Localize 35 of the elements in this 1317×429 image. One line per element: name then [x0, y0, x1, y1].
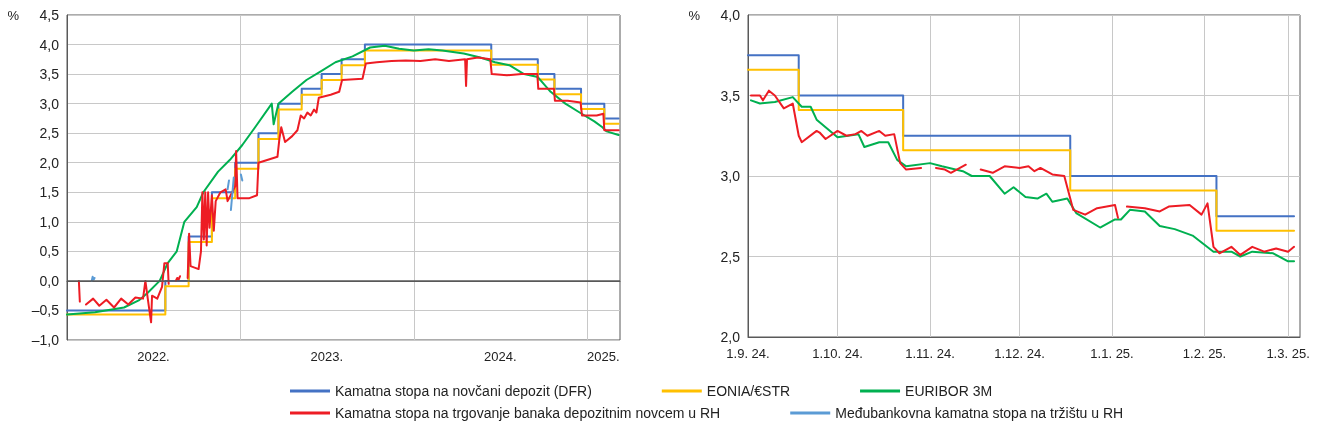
y-tick-label: 4,0 [720, 7, 741, 23]
x-tick-label: 2023. [310, 349, 344, 364]
legend-label: EONIA/€STR [706, 383, 791, 399]
x-tick-label: 1.12. 24. [994, 346, 1045, 361]
y-tick-label: 4,0 [39, 36, 60, 53]
x-tick-label: 1.1. 25. [1090, 346, 1134, 361]
y-tick-label: 4,5 [39, 7, 60, 23]
x-tick-label: 1.9. 24. [726, 346, 770, 361]
y-axis-title: % [7, 7, 20, 23]
y-tick-label: 3,5 [720, 87, 741, 104]
y-tick-label: 3,0 [720, 168, 741, 184]
y-tick-label: 0,5 [39, 243, 60, 260]
x-tick-label: 1.10. 24. [812, 346, 863, 361]
y-axis-title: % [688, 7, 701, 23]
legend-label: Međubankovna kamatna stopa na tržištu u RH [835, 405, 1124, 421]
x-tick-label: 2024. [484, 349, 517, 364]
y-tick-label: 1,0 [39, 213, 60, 230]
x-tick-label: 1.3. 25. [1266, 346, 1310, 361]
y-tick-label: 2,0 [39, 154, 60, 171]
y-tick-label: 2,5 [720, 248, 741, 265]
x-tick-label: 1.2. 25. [1182, 346, 1227, 361]
y-tick-label: –0,5 [31, 302, 60, 319]
y-tick-label: –1,0 [31, 332, 60, 348]
y-tick-label: 3,5 [39, 66, 60, 83]
legend-label: Kamatna stopa na trgovanje banaka depozitnim novcem u RH [335, 405, 721, 421]
y-tick-label: 2,0 [720, 329, 741, 345]
x-tick-label: 2022. [137, 349, 170, 364]
legend-label: Kamatna stopa na novčani depozit (DFR) [335, 383, 592, 399]
y-tick-label: 1,5 [39, 184, 60, 201]
x-tick-label: 1.11. 24. [905, 346, 955, 361]
x-tick-label: 2025. [587, 349, 620, 364]
legend-label: EURIBOR 3M [905, 383, 993, 399]
y-tick-label: 3,0 [39, 95, 60, 112]
y-tick-label: 2,5 [39, 125, 60, 142]
y-tick-label: 0,0 [39, 272, 60, 289]
